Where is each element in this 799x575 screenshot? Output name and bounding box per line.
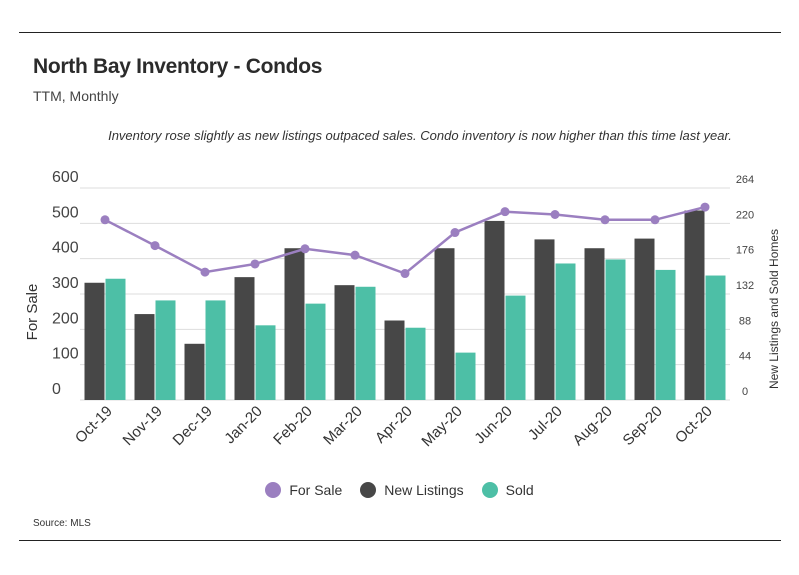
y-tick-label: 100 [52, 346, 79, 363]
bar-sold-mar-20 [355, 286, 376, 400]
point-for-sale-jul-20 [550, 210, 560, 219]
x-tick-label: Jun-20 [471, 403, 515, 447]
point-for-sale-jan-20 [250, 259, 260, 269]
x-tick-label: Oct-20 [672, 403, 716, 447]
chart-subtitle: TTM, Monthly [33, 88, 119, 104]
bar-new-listings-mar-20 [334, 285, 355, 400]
point-for-sale-nov-19 [150, 241, 160, 251]
bar-sold-aug-20 [605, 259, 626, 400]
y-tick-label: 600 [52, 169, 79, 186]
legend-item-sold: Sold [481, 482, 534, 498]
x-tick-label: Jul-20 [525, 403, 566, 444]
point-for-sale-dec-19 [200, 267, 210, 277]
point-for-sale-sep-20 [650, 215, 660, 225]
y2-tick-label: 264 [736, 174, 754, 186]
bar-sold-nov-19 [155, 300, 176, 400]
point-for-sale-jun-20 [500, 207, 510, 217]
x-tick-label: May-20 [418, 403, 465, 450]
bar-sold-feb-20 [305, 303, 326, 400]
bar-new-listings-sep-20 [634, 238, 655, 400]
legend-item-for-sale: For Sale [265, 482, 342, 498]
bar-sold-jul-20 [555, 263, 576, 400]
x-tick-label: Oct-19 [72, 403, 116, 447]
bar-sold-oct-20 [705, 275, 726, 400]
bar-new-listings-jun-20 [484, 220, 505, 400]
legend-swatch-new-listings [360, 482, 377, 498]
x-tick-label: Dec-19 [170, 403, 216, 449]
y2-tick-label: 44 [739, 351, 751, 363]
legend-label-new-listings: New Listings [384, 482, 464, 498]
bar-new-listings-aug-20 [584, 248, 605, 400]
y2-tick-label: 176 [736, 245, 754, 257]
bar-sold-may-20 [455, 352, 476, 400]
bar-new-listings-oct-19 [84, 282, 105, 400]
bar-new-listings-apr-20 [384, 320, 405, 400]
point-for-sale-oct-19 [100, 215, 110, 225]
point-for-sale-oct-20 [700, 202, 710, 212]
x-tick-label: Sep-20 [620, 403, 666, 449]
bar-sold-apr-20 [405, 327, 426, 400]
point-for-sale-apr-20 [400, 269, 410, 279]
x-tick-label: Apr-20 [372, 403, 416, 447]
legend-label-for-sale: For Sale [289, 482, 343, 498]
x-tick-label: Aug-20 [570, 403, 616, 449]
y-axis-label: For Sale [24, 284, 41, 341]
legend-swatch-sold [481, 482, 498, 498]
bar-new-listings-dec-19 [184, 343, 205, 400]
bar-sold-jun-20 [505, 295, 526, 400]
x-tick-label: Feb-20 [270, 403, 316, 449]
point-for-sale-aug-20 [600, 215, 610, 225]
y2-tick-label: 220 [736, 209, 754, 221]
chart-annotation: Inventory rose slightly as new listings … [108, 128, 732, 143]
x-tick-label: Mar-20 [320, 403, 366, 449]
x-tick-label: Nov-19 [120, 403, 166, 449]
bar-new-listings-may-20 [434, 248, 455, 400]
bar-new-listings-jul-20 [534, 239, 555, 400]
y2-axis-label: New Listings and Sold Homes [767, 229, 781, 389]
bar-sold-dec-19 [205, 300, 226, 400]
legend-swatch-for-sale [265, 482, 282, 498]
bar-sold-jan-20 [255, 325, 276, 400]
bottom-rule [19, 540, 781, 541]
point-for-sale-feb-20 [300, 244, 310, 254]
bar-new-listings-nov-19 [134, 314, 155, 400]
point-for-sale-mar-20 [350, 250, 360, 260]
x-tick-label: Jan-20 [221, 403, 265, 447]
y-tick-label: 0 [52, 381, 61, 398]
bar-sold-sep-20 [655, 269, 676, 400]
y2-tick-label: 88 [739, 315, 751, 327]
y-tick-label: 300 [52, 275, 79, 292]
y-tick-label: 500 [52, 204, 79, 221]
top-rule [19, 32, 781, 33]
y2-tick-label: 0 [742, 386, 748, 398]
source-note: Source: MLS [33, 518, 91, 529]
y2-tick-label: 132 [736, 280, 754, 292]
bar-new-listings-oct-20 [684, 210, 705, 400]
y-tick-label: 400 [52, 240, 79, 257]
point-for-sale-may-20 [450, 228, 460, 238]
chart-legend: For Sale New Listings Sold [0, 482, 799, 498]
bar-new-listings-feb-20 [284, 248, 305, 400]
legend-item-new-listings: New Listings [360, 482, 464, 498]
legend-label-sold: Sold [505, 482, 534, 498]
bar-sold-oct-19 [105, 278, 126, 400]
bar-new-listings-jan-20 [234, 277, 255, 400]
y-tick-label: 200 [52, 310, 79, 327]
chart-title: North Bay Inventory - Condos [33, 55, 323, 78]
